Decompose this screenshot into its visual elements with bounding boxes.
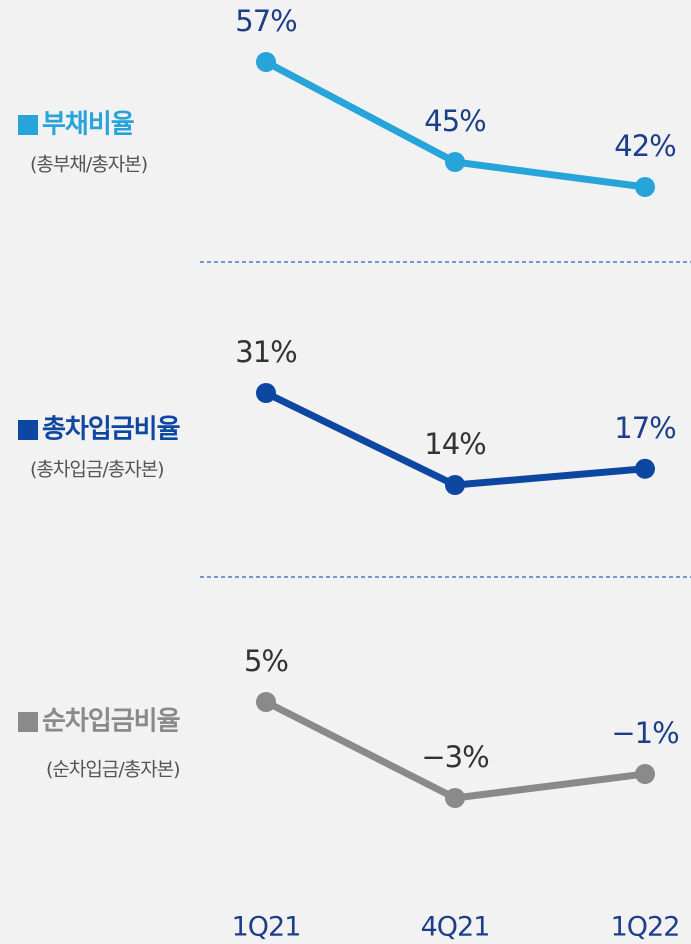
- legend-swatch: [18, 420, 38, 440]
- point: [445, 475, 465, 495]
- x-tick-label: 1Q21: [232, 912, 301, 943]
- point: [445, 152, 465, 172]
- x-tick-label: 4Q21: [421, 912, 490, 943]
- data-label: −1%: [611, 716, 678, 750]
- point: [635, 458, 655, 479]
- panel-subtitle: (총차입금/총자본): [30, 459, 164, 481]
- point: [256, 692, 276, 712]
- panel-subtitle: (총부채/총자본): [30, 154, 147, 176]
- point: [635, 177, 655, 197]
- x-tick-label: 1Q22: [611, 912, 680, 943]
- data-label: 31%: [235, 335, 296, 369]
- data-label: 42%: [614, 129, 675, 163]
- data-label: 5%: [244, 644, 288, 678]
- data-label: 45%: [424, 104, 485, 138]
- panel-title: 부채비율: [42, 110, 134, 140]
- data-label: 17%: [614, 411, 675, 445]
- panel-title: 총차입금비율: [42, 415, 180, 445]
- point: [635, 764, 655, 784]
- panel-title: 순차입금비율: [42, 707, 180, 737]
- legend-swatch: [18, 712, 38, 732]
- data-label: −3%: [421, 740, 488, 774]
- legend-swatch: [18, 115, 38, 135]
- panel-subtitle: (순차입금/총자본): [46, 759, 180, 781]
- point: [445, 788, 465, 808]
- point: [256, 383, 276, 403]
- data-label: 14%: [424, 427, 485, 461]
- point: [256, 52, 276, 72]
- data-label: 57%: [235, 4, 296, 38]
